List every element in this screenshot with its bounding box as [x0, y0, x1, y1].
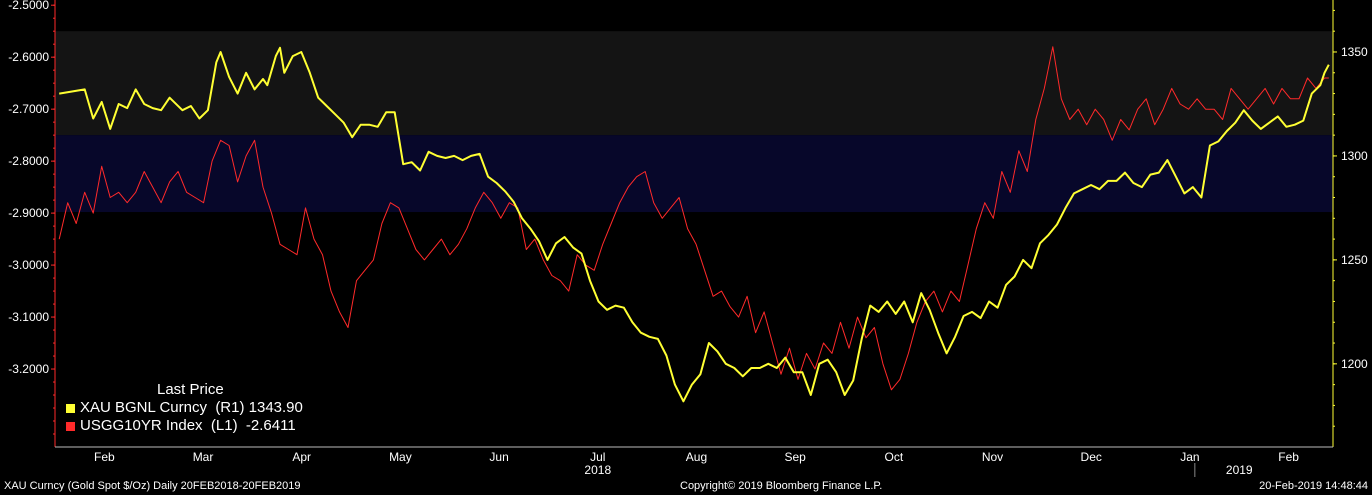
month-label: Jun — [489, 450, 508, 464]
series-line-yield — [58, 46, 1329, 391]
year-label: 2019 — [1226, 463, 1253, 477]
tick-labels: -2.5000 -2.6000 -2.7000 -2.8000 -2.9000 -3.00… — [8, 0, 1368, 477]
series-lines — [58, 46, 1330, 403]
band-1 — [55, 135, 1333, 213]
month-label: Nov — [982, 450, 1003, 464]
legend-label-yield: USGG10YR Index (L1) -2.6411 — [80, 417, 296, 434]
left-tick-label: -3.2000 — [8, 362, 49, 376]
month-label: Jul — [590, 450, 605, 464]
footer-timestamp: 20-Feb-2019 14:48:44 — [1259, 480, 1368, 492]
footer-copyright: Copyright© 2019 Bloomberg Finance L.P. — [680, 480, 883, 492]
right-tick-label: 1300 — [1341, 149, 1368, 163]
footer-bar: XAU Curncy (Gold Spot $/Oz) Daily 20FEB2… — [0, 478, 1372, 495]
left-tick-label: -2.8000 — [8, 154, 49, 168]
series-line-gold — [59, 46, 1330, 403]
month-label: Dec — [1081, 450, 1102, 464]
month-label: Feb — [94, 450, 115, 464]
legend: Last Price XAU BGNL Curncy (R1) 1343.90 … — [66, 381, 303, 435]
left-tick-label: -2.7000 — [8, 102, 49, 116]
background-bands — [55, 31, 1333, 213]
legend-title: Last Price — [157, 381, 224, 398]
month-label: Sep — [784, 450, 806, 464]
legend-label-gold: XAU BGNL Curncy (R1) 1343.90 — [80, 399, 303, 416]
left-tick-label: -2.6000 — [8, 50, 49, 64]
legend-entry-gold: XAU BGNL Curncy (R1) 1343.90 — [66, 399, 303, 417]
left-tick-label: -3.1000 — [8, 310, 49, 324]
month-label: Feb — [1278, 450, 1299, 464]
left-tick-label: -3.0000 — [8, 258, 49, 272]
month-label: Mar — [193, 450, 214, 464]
month-label: May — [389, 450, 412, 464]
right-tick-label: 1350 — [1341, 45, 1368, 59]
band-0 — [55, 31, 1333, 136]
legend-entry-yield: USGG10YR Index (L1) -2.6411 — [66, 417, 303, 435]
month-label: Apr — [292, 450, 311, 464]
legend-swatch-gold — [66, 403, 75, 413]
legend-swatch-yield — [66, 421, 75, 431]
left-tick-label: -2.9000 — [8, 206, 49, 220]
right-tick-label: 1250 — [1341, 253, 1368, 267]
right-tick-label: 1200 — [1341, 357, 1368, 371]
month-label: Oct — [885, 450, 904, 464]
month-label: Aug — [686, 450, 707, 464]
left-tick-label: -2.5000 — [8, 0, 49, 12]
axes — [51, 0, 1337, 477]
year-label: 2018 — [584, 463, 611, 477]
month-label: Jan — [1180, 450, 1199, 464]
footer-security-info: XAU Curncy (Gold Spot $/Oz) Daily 20FEB2… — [4, 480, 301, 492]
